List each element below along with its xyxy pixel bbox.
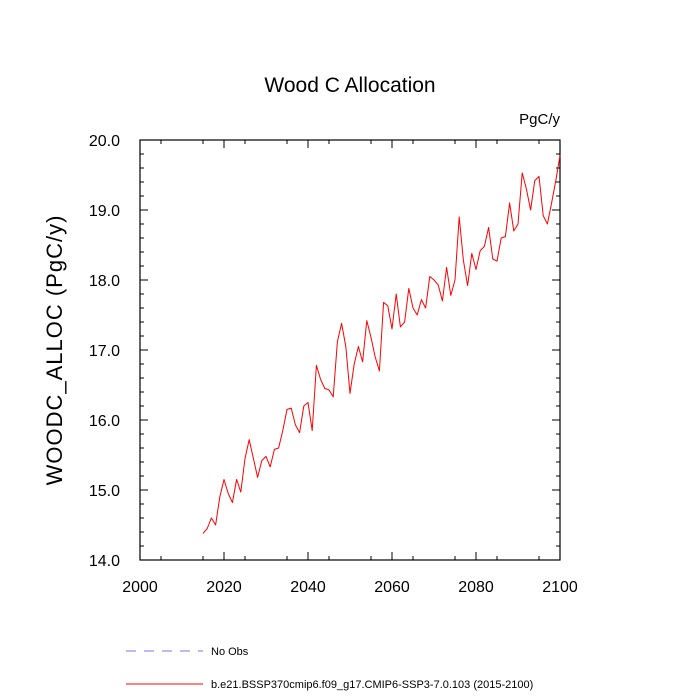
units-label: PgC/y (519, 111, 560, 128)
y-tick-label: 19.0 (89, 203, 120, 220)
plot-area (139, 139, 561, 561)
legend-label-1: b.e21.BSSP370cmip6.f09_g17.CMIP6-SSP3-7.… (211, 679, 533, 691)
x-tick-label: 2060 (374, 579, 410, 596)
y-tick-label: 16.0 (89, 413, 120, 430)
y-tick-label: 14.0 (89, 553, 120, 570)
x-tick-label: 2020 (206, 579, 242, 596)
legend-label-0: No Obs (211, 646, 249, 658)
y-axis-label: WOODC_ALLOC (PgC/y) (42, 215, 67, 486)
y-tick-labels: 14.0 15.0 16.0 17.0 18.0 19.0 20.0 (89, 133, 120, 570)
legend: No Obs b.e21.BSSP370cmip6.f09_g17.CMIP6-S… (126, 646, 533, 691)
x-tick-label: 2040 (290, 579, 326, 596)
y-tick-label: 18.0 (89, 273, 120, 290)
chart-title: Wood C Allocation (264, 74, 435, 97)
x-tick-labels: 2000 2020 2040 2060 2080 2100 (122, 579, 578, 596)
y-tick-label: 20.0 (89, 133, 120, 150)
series-line-1 (202, 155, 561, 534)
x-tick-label: 2100 (542, 579, 578, 596)
series-layer (202, 155, 561, 534)
axis-ticks (139, 139, 561, 561)
x-tick-label: 2000 (122, 579, 158, 596)
y-tick-label: 17.0 (89, 343, 120, 360)
x-tick-label: 2080 (458, 579, 494, 596)
y-tick-label: 15.0 (89, 483, 120, 500)
